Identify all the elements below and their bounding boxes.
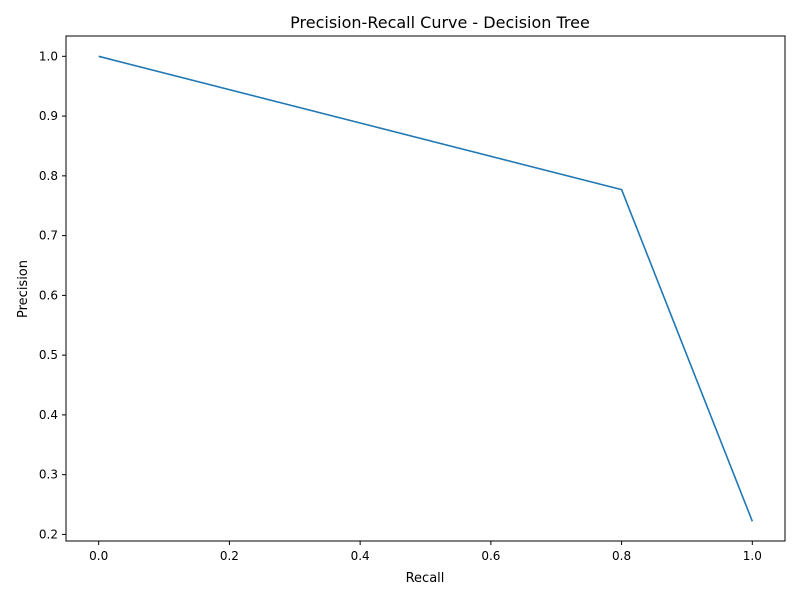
y-tick-label: 0.2: [39, 527, 58, 541]
y-tick-label: 0.6: [39, 288, 58, 302]
x-tick-label: 1.0: [743, 549, 762, 563]
y-tick-label: 0.5: [39, 348, 58, 362]
x-axis-label: Recall: [406, 571, 445, 586]
plot-area: 0.0 0.2 0.4 0.6 0.8 1.0 0.2 0.3 0.4 0.5 0.6 0.7 0.8…: [39, 35, 786, 563]
y-tick-label: 0.9: [39, 109, 58, 123]
x-tick-label: 0.6: [481, 549, 500, 563]
y-tick-label: 0.3: [39, 468, 58, 482]
y-axis-label: Precision: [16, 260, 31, 318]
x-tick-label: 0.4: [351, 549, 370, 563]
x-tick-label: 0.2: [220, 549, 239, 563]
series-layer: [98, 55, 754, 522]
y-tick-label: 0.8: [39, 169, 58, 183]
y-tick-label: 1.0: [39, 49, 58, 63]
x-tick-label: 0.8: [612, 549, 631, 563]
x-tick-label: 0.0: [89, 549, 108, 563]
precision-recall-line: [98, 55, 754, 522]
y-tick-label: 0.7: [39, 229, 58, 243]
chart-title: Precision-Recall Curve - Decision Tree: [290, 13, 590, 32]
y-tick-label: 0.4: [39, 408, 58, 422]
y-axis-ticks: 0.2 0.3 0.4 0.5 0.6 0.7 0.8 0.9 1.0: [39, 49, 66, 541]
plot-frame: [65, 35, 786, 542]
x-axis-ticks: 0.0 0.2 0.4 0.6 0.8 1.0: [89, 541, 762, 563]
